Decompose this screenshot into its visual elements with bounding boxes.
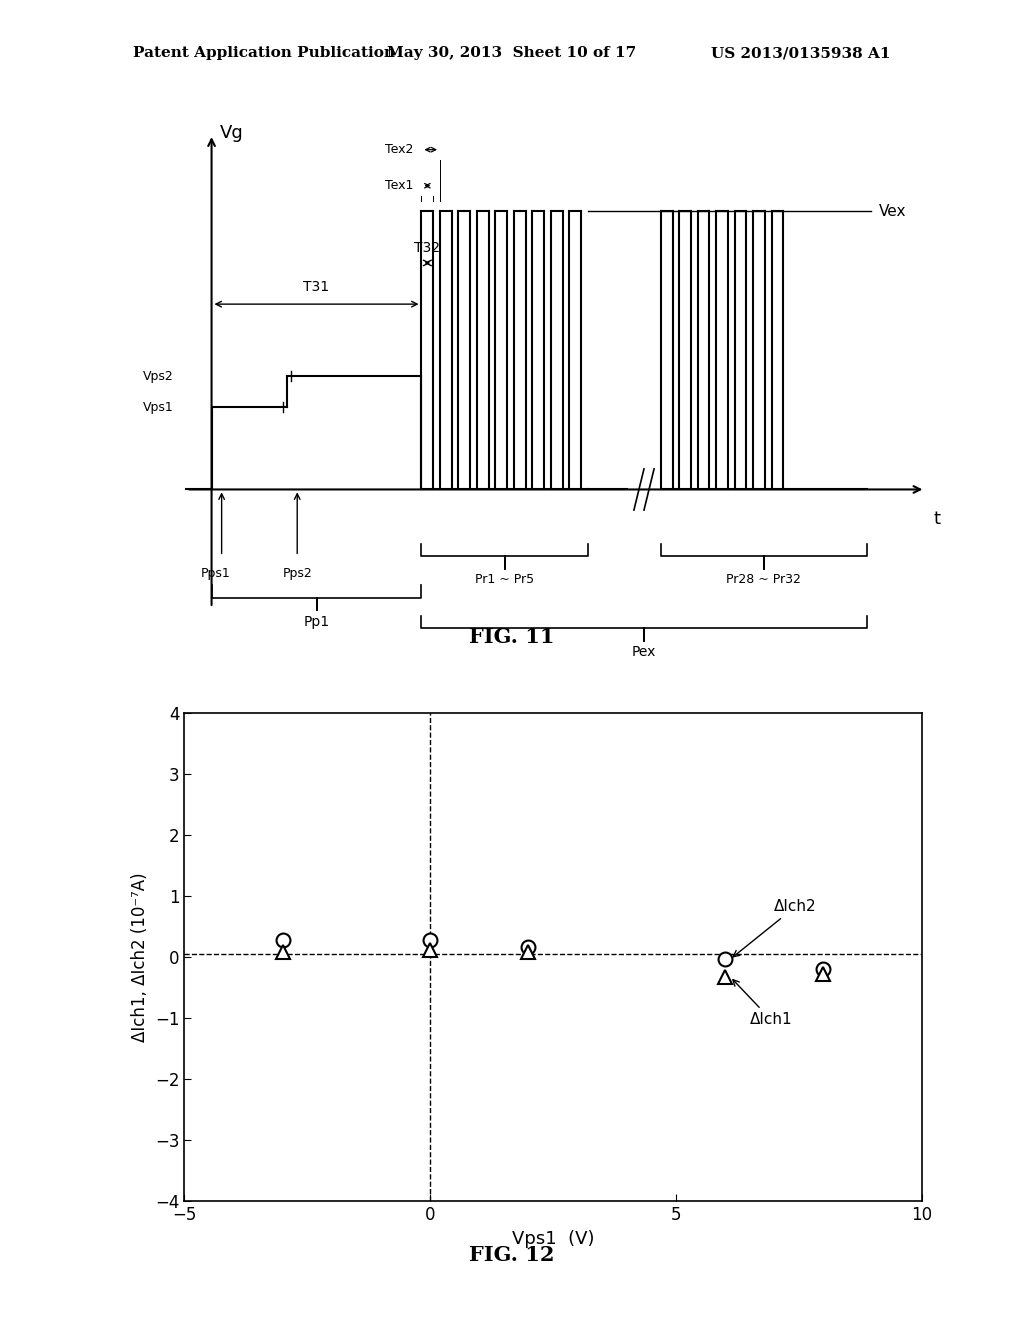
X-axis label: Vps1  (V): Vps1 (V): [512, 1230, 594, 1247]
Text: Pps1: Pps1: [201, 566, 230, 579]
Text: FIG. 12: FIG. 12: [469, 1245, 555, 1265]
Y-axis label: ΔIch1, ΔIch2 (10⁻⁷A): ΔIch1, ΔIch2 (10⁻⁷A): [131, 873, 150, 1041]
Text: T32: T32: [415, 240, 440, 255]
Text: Tex2: Tex2: [385, 143, 413, 156]
Text: Vg: Vg: [220, 124, 244, 143]
Text: Pr28 ~ Pr32: Pr28 ~ Pr32: [726, 573, 801, 586]
Text: Vex: Vex: [879, 205, 906, 219]
Text: t: t: [934, 510, 941, 528]
Text: FIG. 11: FIG. 11: [469, 627, 555, 647]
Text: Pp1: Pp1: [303, 615, 330, 628]
Text: US 2013/0135938 A1: US 2013/0135938 A1: [712, 46, 891, 61]
Text: T31: T31: [303, 280, 330, 294]
Text: Vps1: Vps1: [143, 400, 174, 413]
Text: Tex1: Tex1: [385, 180, 413, 193]
Text: May 30, 2013  Sheet 10 of 17: May 30, 2013 Sheet 10 of 17: [387, 46, 637, 61]
Text: Pr1 ~ Pr5: Pr1 ~ Pr5: [475, 573, 535, 586]
Text: ΔIch1: ΔIch1: [733, 979, 793, 1027]
Text: Pex: Pex: [632, 645, 656, 660]
Text: ΔIch2: ΔIch2: [733, 899, 817, 957]
Text: Vps2: Vps2: [143, 370, 174, 383]
Text: Patent Application Publication: Patent Application Publication: [133, 46, 395, 61]
Text: Pps2: Pps2: [283, 566, 312, 579]
